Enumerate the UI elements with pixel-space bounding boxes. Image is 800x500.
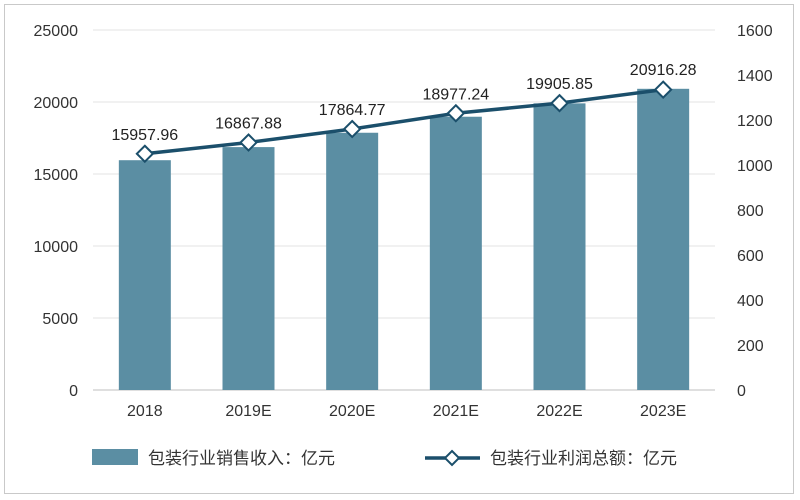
- line-point: [550, 93, 569, 113]
- bar-data-label: 15957.96: [111, 127, 178, 144]
- legend-bar-swatch: [92, 449, 138, 465]
- legend-diamond-icon: [443, 449, 461, 467]
- y-right-tick-label: 1200: [737, 113, 773, 130]
- y-right-tick-label: 1600: [737, 23, 773, 40]
- bar-data-label: 16867.88: [215, 116, 282, 133]
- bar-data-label: 17864.77: [319, 102, 386, 119]
- line-point: [446, 103, 466, 123]
- line-point: [239, 133, 258, 152]
- y-right-tick-label: 600: [737, 248, 764, 265]
- x-tick-label: 2023E: [640, 403, 686, 420]
- y-left-tick-label: 10000: [34, 239, 79, 256]
- y-right-tick-label: 1000: [737, 158, 773, 175]
- legend-label-profit: 包装行业利润总额：亿元: [490, 449, 677, 469]
- y-right-tick-label: 800: [737, 203, 764, 220]
- x-tick-label: 2022E: [536, 403, 582, 420]
- y-left-tick-label: 20000: [34, 95, 79, 112]
- y-left-tick-label: 5000: [42, 311, 78, 328]
- y-right-tick-label: 0: [737, 383, 746, 400]
- bar: [429, 116, 482, 390]
- legend-label-revenue: 包装行业销售收入：亿元: [148, 449, 335, 469]
- line-point: [342, 119, 362, 139]
- y-left-tick-label: 15000: [34, 167, 79, 184]
- x-tick-label: 2019E: [225, 403, 271, 420]
- bar-data-label: 19905.85: [526, 76, 593, 93]
- y-left-tick-label: 25000: [34, 23, 79, 40]
- bar: [533, 103, 586, 390]
- bar: [326, 132, 379, 390]
- profit-line: [144, 87, 664, 156]
- x-tick-label: 2020E: [329, 403, 375, 420]
- bar-data-label: 20916.28: [630, 62, 697, 79]
- x-tick-label: 2021E: [433, 403, 479, 420]
- y-right-tick-label: 1400: [737, 68, 773, 85]
- x-tick-label: 2018: [127, 403, 163, 420]
- bar: [118, 160, 171, 390]
- bar: [637, 88, 690, 390]
- y-right-tick-label: 200: [737, 338, 764, 355]
- line-point: [135, 144, 155, 164]
- bar: [222, 147, 275, 390]
- line-point: [653, 80, 673, 100]
- y-right-tick-label: 400: [737, 293, 764, 310]
- y-left-tick-label: 0: [69, 383, 78, 400]
- bar-data-label: 18977.24: [422, 86, 489, 103]
